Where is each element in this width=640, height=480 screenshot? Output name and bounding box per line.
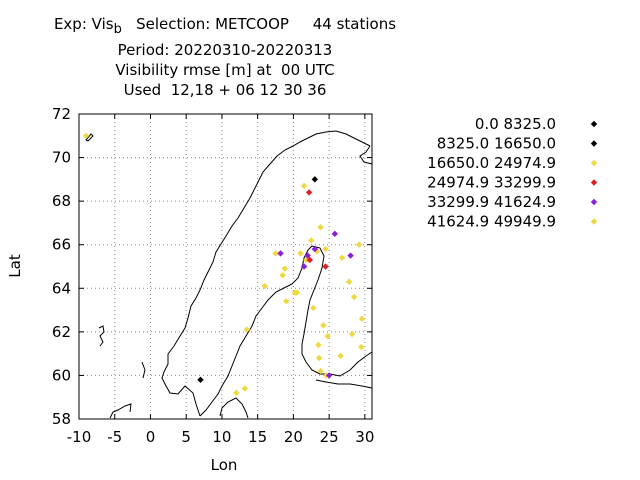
x-tick-label: 10 bbox=[212, 428, 231, 446]
y-tick-label: 72 bbox=[52, 105, 71, 123]
legend-entry-label: 8325.0 16650.0 bbox=[437, 135, 556, 153]
coast-islands bbox=[141, 361, 146, 379]
data-points bbox=[82, 132, 366, 397]
x-tick-label: 30 bbox=[355, 428, 374, 446]
station-point bbox=[350, 293, 358, 301]
station-point bbox=[243, 326, 251, 333]
station-point bbox=[197, 376, 204, 383]
coast-norway bbox=[109, 403, 132, 419]
title-selection: Selection: METCOOP 44 stations bbox=[121, 15, 397, 33]
station-point bbox=[331, 230, 339, 238]
station-point bbox=[277, 250, 284, 257]
coast-scandinavia-west bbox=[161, 130, 371, 417]
y-tick-label: 62 bbox=[52, 323, 71, 341]
y-tick-label: 58 bbox=[52, 410, 71, 428]
y-tick-label: 70 bbox=[52, 149, 71, 167]
x-tick-label: 5 bbox=[181, 428, 191, 446]
station-point bbox=[279, 272, 286, 279]
station-point bbox=[315, 341, 322, 349]
station-point bbox=[261, 282, 269, 290]
station-point bbox=[325, 372, 333, 379]
station-point bbox=[241, 385, 248, 392]
axis-ticks: -10 -5 0 5 10 15 20 25 30 58 60 62 64 66 68 70 72 bbox=[52, 105, 374, 446]
y-tick-label: 66 bbox=[52, 236, 71, 254]
station-point bbox=[297, 250, 304, 257]
station-point bbox=[283, 298, 290, 305]
station-point bbox=[322, 263, 329, 270]
station-point bbox=[324, 333, 331, 340]
station-point bbox=[317, 367, 324, 375]
legend-entry-marker bbox=[590, 179, 598, 186]
station-point bbox=[311, 245, 319, 253]
coast-finland bbox=[301, 245, 373, 377]
station-point bbox=[337, 352, 344, 360]
coast-south bbox=[219, 397, 249, 419]
legend-entry-marker bbox=[590, 218, 598, 225]
title-line-3: Visibility rmse [m] at 00 UTC bbox=[115, 61, 335, 79]
y-tick-label: 68 bbox=[52, 192, 71, 210]
station-point bbox=[315, 354, 323, 362]
legend-entry-label: 41624.9 49949.9 bbox=[427, 213, 556, 231]
station-point bbox=[300, 263, 308, 270]
station-point bbox=[304, 252, 311, 259]
legend-entry-label: 16650.0 24974.9 bbox=[427, 154, 556, 172]
title-line-1: Exp: Visb Selection: METCOOP 44 stations bbox=[0, 14, 450, 40]
station-point bbox=[306, 256, 314, 264]
y-tick-label: 60 bbox=[52, 366, 71, 384]
chart-title: Exp: Visb Selection: METCOOP 44 stations… bbox=[0, 14, 450, 100]
station-point bbox=[313, 248, 321, 255]
x-tick-label: 0 bbox=[146, 428, 156, 446]
station-point bbox=[305, 189, 313, 196]
x-axis-label: Lon bbox=[211, 456, 238, 474]
station-point bbox=[272, 250, 279, 257]
station-point bbox=[345, 278, 353, 285]
coast-jan-mayen bbox=[85, 133, 94, 142]
station-point bbox=[320, 322, 327, 329]
plot-frame bbox=[78, 113, 373, 420]
legend-entry-marker bbox=[590, 120, 598, 128]
legend-entry-label: 33299.9 41624.9 bbox=[427, 193, 556, 211]
station-point bbox=[308, 237, 315, 244]
legend-entry-marker bbox=[590, 198, 598, 206]
station-point bbox=[310, 304, 317, 312]
grid bbox=[79, 114, 372, 419]
station-point bbox=[347, 252, 354, 259]
coast-shetland bbox=[98, 325, 105, 347]
x-tick-label: -5 bbox=[107, 428, 122, 446]
x-tick-label: 15 bbox=[248, 428, 267, 446]
station-point bbox=[358, 343, 365, 351]
station-point bbox=[355, 241, 363, 248]
title-line-2: Period: 20220310-20220313 bbox=[117, 41, 333, 59]
y-tick-label: 64 bbox=[52, 279, 71, 297]
title-exp-subscript: b bbox=[113, 22, 122, 37]
station-point bbox=[348, 330, 356, 338]
coast-kola bbox=[359, 145, 373, 165]
x-tick-label: 20 bbox=[284, 428, 303, 446]
title-exp: Exp: Vis bbox=[53, 15, 114, 33]
station-point bbox=[317, 224, 324, 231]
coast-baltic bbox=[315, 379, 373, 389]
legend-entry-marker bbox=[590, 159, 598, 167]
coastline-map bbox=[85, 130, 373, 419]
legend-entry-marker bbox=[590, 140, 598, 147]
station-point bbox=[311, 176, 319, 183]
station-point bbox=[338, 254, 346, 261]
x-tick-label: -10 bbox=[67, 428, 92, 446]
station-point bbox=[300, 182, 308, 190]
station-point bbox=[82, 132, 90, 139]
station-point bbox=[281, 265, 289, 272]
title-line-4: Used 12,18 + 06 12 30 36 bbox=[123, 81, 327, 99]
coast-sweden-east bbox=[199, 245, 313, 417]
station-point bbox=[358, 315, 366, 322]
x-tick-label: 25 bbox=[320, 428, 339, 446]
station-point bbox=[293, 289, 301, 296]
legend-entry-label: 24974.9 33299.9 bbox=[427, 174, 556, 192]
station-point bbox=[233, 389, 240, 397]
station-point bbox=[322, 245, 329, 253]
y-axis-label: Lat bbox=[6, 254, 24, 278]
legend-entry-label: 0.0 8325.0 bbox=[475, 115, 556, 133]
